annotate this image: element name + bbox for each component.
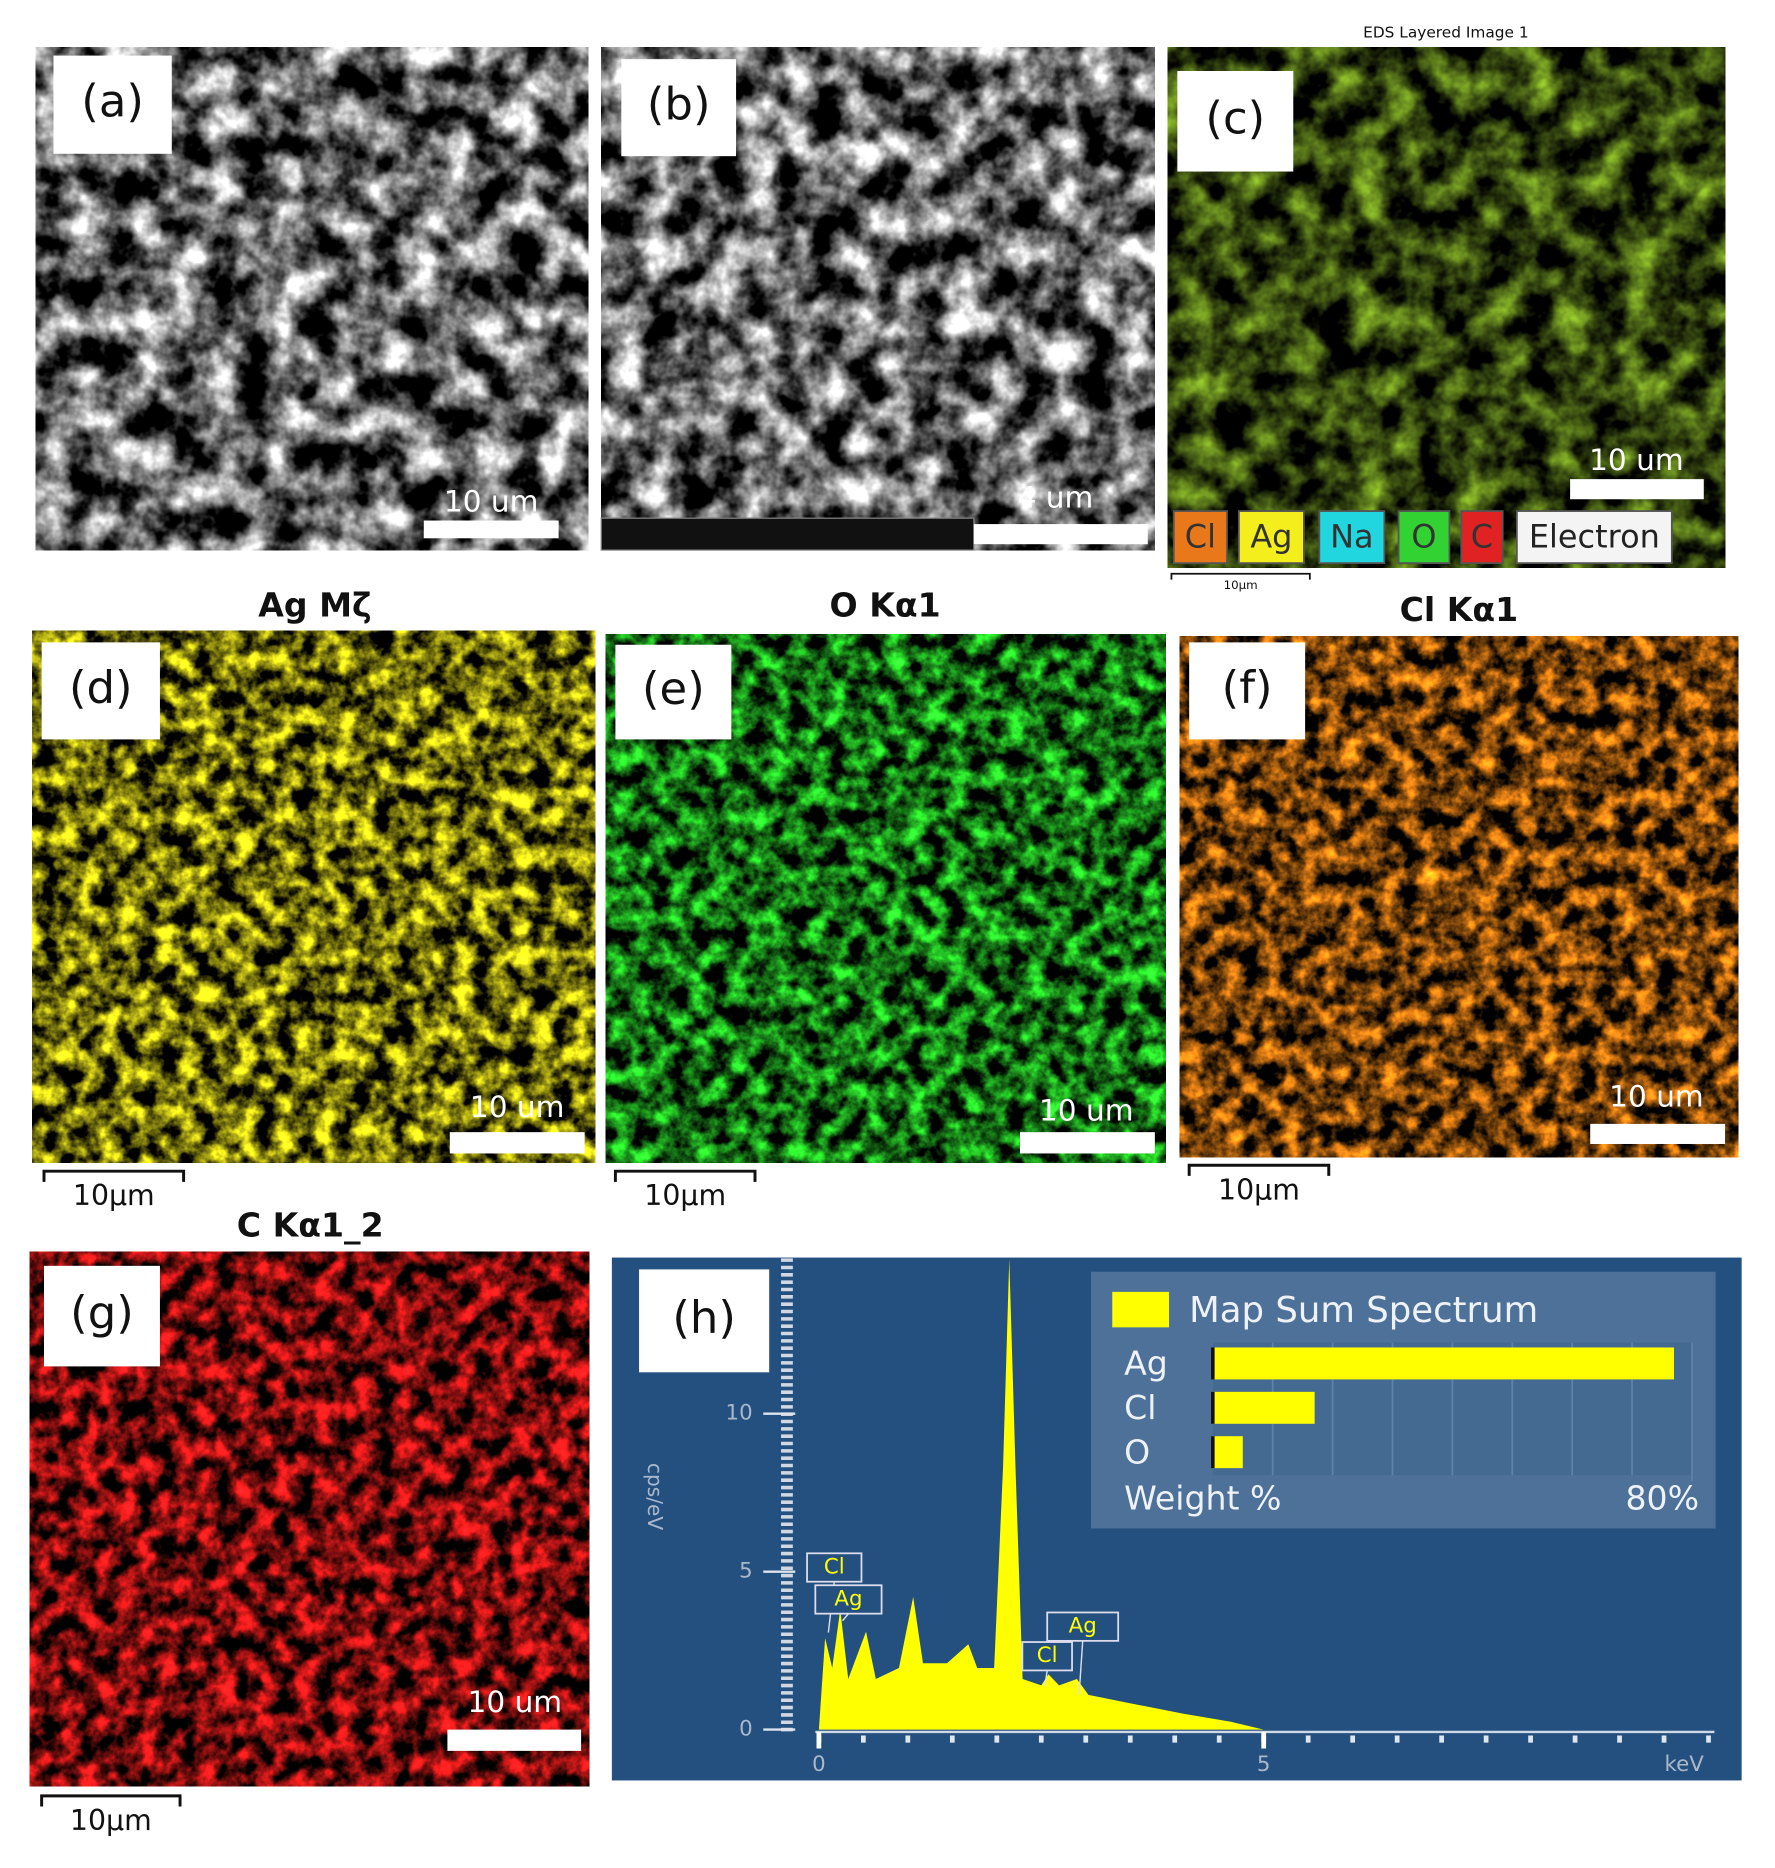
panel-label: (d) bbox=[69, 661, 133, 714]
scale-bar bbox=[447, 1729, 582, 1751]
panel-label: (a) bbox=[81, 75, 144, 128]
micron-bar-label: 10µm bbox=[1224, 578, 1258, 592]
scale-bar-label: 10 um bbox=[1039, 1094, 1134, 1128]
peak-leader bbox=[1078, 1640, 1084, 1695]
scale-bar bbox=[449, 1132, 585, 1154]
y-tick-label: 0 bbox=[739, 1717, 753, 1742]
panel-label: (b) bbox=[647, 78, 711, 131]
spectrum-area bbox=[818, 1258, 1264, 1730]
panel-label: (c) bbox=[1205, 91, 1265, 144]
scale-bar bbox=[973, 524, 1148, 545]
panel-label: (e) bbox=[642, 662, 705, 715]
micron-bar-label: 10µm bbox=[1218, 1173, 1300, 1206]
micron-bar-label: 10µm bbox=[73, 1179, 155, 1212]
panel-label-box bbox=[44, 1265, 160, 1367]
scale-bar-label: 4 um bbox=[1018, 481, 1094, 515]
peak-label: Ag bbox=[834, 1586, 862, 1611]
inset-category: O bbox=[1124, 1432, 1150, 1471]
scale-bar-label: 10 um bbox=[1609, 1079, 1704, 1113]
panel-label-box bbox=[639, 1269, 770, 1373]
panel-title: EDS Layered Image 1 bbox=[1363, 24, 1529, 42]
peak-label: Cl bbox=[824, 1555, 845, 1580]
scale-bar-label: 10 um bbox=[444, 484, 539, 518]
inset-tick-label: 80% bbox=[1625, 1479, 1699, 1518]
scale-bar-label: 10 um bbox=[470, 1090, 565, 1124]
micron-bar bbox=[1170, 572, 1311, 580]
peak-label-box bbox=[814, 1584, 883, 1615]
inset-bar bbox=[1212, 1436, 1243, 1469]
y-tick-label: 10 bbox=[726, 1401, 753, 1426]
micron-bar bbox=[40, 1794, 182, 1807]
peak-label: Ag bbox=[1069, 1614, 1097, 1639]
legend-chip bbox=[1237, 510, 1305, 565]
legend-label: Cl bbox=[1185, 517, 1216, 555]
scale-bar bbox=[1570, 479, 1704, 500]
panel-label-box bbox=[53, 55, 172, 154]
scale-bar bbox=[423, 520, 559, 539]
x-tick-label: 5 bbox=[1257, 1752, 1271, 1777]
peak-leader bbox=[841, 1613, 850, 1622]
scale-bar bbox=[1590, 1123, 1726, 1144]
micron-bar bbox=[42, 1169, 186, 1182]
legend-label: O bbox=[1411, 517, 1436, 555]
micron-bar bbox=[613, 1169, 757, 1182]
peak-label-box bbox=[806, 1552, 863, 1583]
panel-title: O Kα1 bbox=[830, 585, 941, 624]
x-tick-label: 0 bbox=[812, 1752, 826, 1777]
panel-title: Cl Kα1 bbox=[1400, 590, 1519, 629]
legend-chip bbox=[1318, 510, 1386, 565]
legend-label: Ag bbox=[1250, 517, 1292, 555]
panel-label: (h) bbox=[672, 1291, 736, 1344]
peak-label-box bbox=[1046, 1611, 1120, 1642]
micron-bar-label: 10µm bbox=[70, 1804, 152, 1837]
inset-axis-label: Weight % bbox=[1124, 1479, 1281, 1518]
scale-bar-label: 10 um bbox=[1589, 443, 1684, 477]
inset-category: Ag bbox=[1124, 1344, 1168, 1383]
y-axis-label: cps/eV bbox=[643, 1463, 667, 1530]
panel-label-box bbox=[615, 644, 732, 740]
panel-title: Ag Mζ bbox=[258, 585, 371, 624]
legend-chip bbox=[1172, 510, 1228, 565]
panel-label: (g) bbox=[70, 1286, 134, 1339]
peak-leader bbox=[1044, 1670, 1048, 1686]
panel-label-box bbox=[1177, 70, 1294, 172]
panel-label-box bbox=[1189, 642, 1306, 740]
legend-chip bbox=[1460, 510, 1504, 565]
micron-bar bbox=[1187, 1163, 1331, 1176]
scale-bar-label: 10 um bbox=[468, 1685, 563, 1719]
inset-title: Map Sum Spectrum bbox=[1189, 1290, 1538, 1331]
y-tick-label: 5 bbox=[739, 1559, 753, 1584]
legend-label: Na bbox=[1330, 517, 1373, 555]
info-strip bbox=[600, 517, 975, 551]
peak-label: Cl bbox=[1037, 1643, 1058, 1668]
inset-swatch bbox=[1112, 1291, 1170, 1328]
inset-bar bbox=[1212, 1391, 1315, 1424]
panel-label-box bbox=[41, 642, 160, 740]
panel-title: C Kα1_2 bbox=[237, 1205, 384, 1244]
peak-label-box bbox=[1021, 1641, 1073, 1672]
x-axis-label: keV bbox=[1665, 1752, 1705, 1777]
inset-bar bbox=[1212, 1347, 1674, 1380]
legend-chip bbox=[1515, 510, 1673, 565]
legend-label: Electron bbox=[1529, 517, 1660, 555]
scale-bar bbox=[1019, 1132, 1155, 1154]
inset-category: Cl bbox=[1124, 1388, 1156, 1427]
legend-chip bbox=[1397, 510, 1451, 565]
legend-label: C bbox=[1471, 517, 1493, 555]
micron-bar-label: 10µm bbox=[644, 1179, 726, 1212]
panel-label-box bbox=[621, 59, 737, 157]
panel-label: (f) bbox=[1222, 661, 1273, 714]
